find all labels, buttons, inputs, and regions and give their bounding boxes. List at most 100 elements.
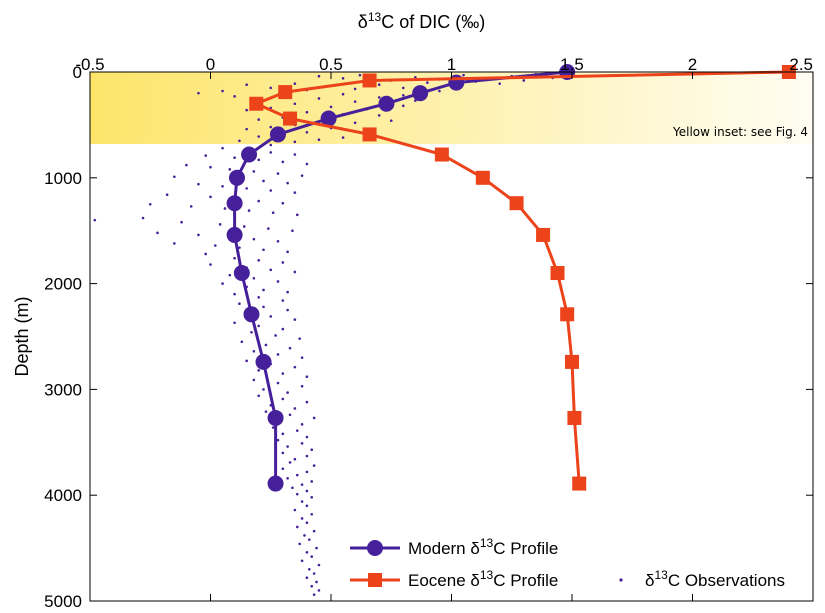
- observation-point: [300, 423, 304, 426]
- observation-point: [281, 372, 285, 375]
- legend-modern-marker: [367, 540, 383, 556]
- observation-point: [221, 89, 224, 93]
- observation-point: [281, 467, 285, 471]
- x-tick-label: -0.5: [75, 55, 104, 74]
- observation-point: [426, 81, 429, 84]
- observation-point: [257, 135, 261, 138]
- observation-point: [300, 517, 304, 520]
- observation-point: [276, 239, 280, 243]
- observation-point: [262, 248, 265, 252]
- observation-point: [245, 359, 248, 363]
- observation-point: [315, 546, 318, 550]
- observation-point: [288, 413, 292, 417]
- observation-point: [293, 153, 297, 156]
- x-tick-label: 2: [688, 55, 697, 74]
- observation-point: [252, 170, 256, 173]
- modern-profile-point: [378, 95, 395, 112]
- observation-point: [262, 305, 265, 309]
- y-axis-ticks: 0 1000 2000 3000 4000 5000: [44, 63, 813, 611]
- observation-point: [310, 448, 314, 452]
- modern-profile-point: [233, 265, 250, 282]
- observation-point: [257, 118, 261, 121]
- observation-point: [305, 131, 309, 134]
- observation-point: [303, 534, 306, 537]
- observation-point: [305, 521, 309, 525]
- observation-point: [341, 136, 345, 139]
- observation-point: [93, 218, 97, 222]
- observation-point: [310, 584, 314, 588]
- observation-point: [286, 476, 289, 480]
- observation-point: [462, 73, 465, 77]
- observation-point: [281, 160, 285, 164]
- observation-point: [389, 119, 393, 122]
- observation-point: [271, 426, 275, 429]
- observation-point: [281, 201, 285, 205]
- observation-point: [281, 299, 285, 302]
- observation-point: [402, 86, 405, 90]
- observation-point: [233, 95, 236, 98]
- observation-point: [269, 86, 273, 90]
- observation-point: [341, 92, 345, 96]
- observation-point: [293, 508, 297, 512]
- observation-point: [293, 82, 297, 85]
- observation-point: [414, 75, 417, 79]
- observation-point: [288, 461, 292, 464]
- observation-point: [305, 110, 309, 114]
- observation-point: [276, 280, 280, 283]
- observation-point: [312, 529, 316, 533]
- observation-point: [293, 270, 297, 274]
- observation-point: [295, 429, 299, 432]
- observation-point: [257, 324, 261, 328]
- observation-point: [312, 593, 316, 596]
- legend-modern-label: Modern δ13C Profile: [408, 536, 558, 558]
- legend-eocene-marker: [368, 573, 382, 587]
- modern-profile-point: [229, 169, 246, 186]
- observation-point: [305, 454, 309, 458]
- observation-point: [269, 315, 273, 318]
- observation-point: [252, 350, 256, 353]
- modern-profile-point: [267, 475, 284, 492]
- observation-point: [317, 97, 321, 100]
- observation-point: [305, 504, 309, 508]
- observation-point: [281, 451, 285, 455]
- observation-point: [245, 127, 248, 131]
- observation-point: [281, 327, 285, 331]
- eocene-profile-point: [560, 307, 575, 322]
- observation-point: [293, 457, 297, 461]
- observation-point: [276, 438, 280, 442]
- observation-point: [281, 397, 285, 401]
- observation-point: [165, 193, 169, 197]
- observation-point: [310, 555, 314, 558]
- observation-point: [276, 381, 280, 385]
- observation-point: [295, 213, 299, 217]
- observation-point: [305, 489, 309, 493]
- observation-point: [329, 105, 333, 109]
- observation-point: [257, 259, 261, 262]
- y-tick-label: 5000: [44, 592, 82, 611]
- eocene-profile-point: [362, 73, 377, 88]
- observation-point: [300, 356, 304, 359]
- observation-point: [293, 407, 297, 410]
- observation-point: [156, 231, 159, 235]
- observation-point: [262, 288, 265, 292]
- observation-point: [238, 246, 241, 249]
- observation-point: [141, 216, 145, 220]
- observation-point: [317, 74, 321, 78]
- observation-point: [377, 83, 381, 86]
- observation-point: [377, 114, 381, 117]
- observation-point: [317, 563, 321, 567]
- observation-point: [310, 480, 314, 483]
- observation-point: [180, 220, 183, 224]
- observation-point: [257, 296, 261, 299]
- modern-profile-point: [243, 306, 260, 323]
- observation-point: [204, 252, 207, 256]
- eocene-profile-point: [249, 96, 264, 111]
- observation-point: [286, 181, 289, 185]
- observation-point: [250, 330, 253, 334]
- observation-point: [312, 416, 316, 420]
- observation-point: [214, 244, 217, 247]
- observation-point: [197, 233, 200, 237]
- modern-profile-point: [448, 74, 465, 91]
- observation-point: [286, 308, 289, 312]
